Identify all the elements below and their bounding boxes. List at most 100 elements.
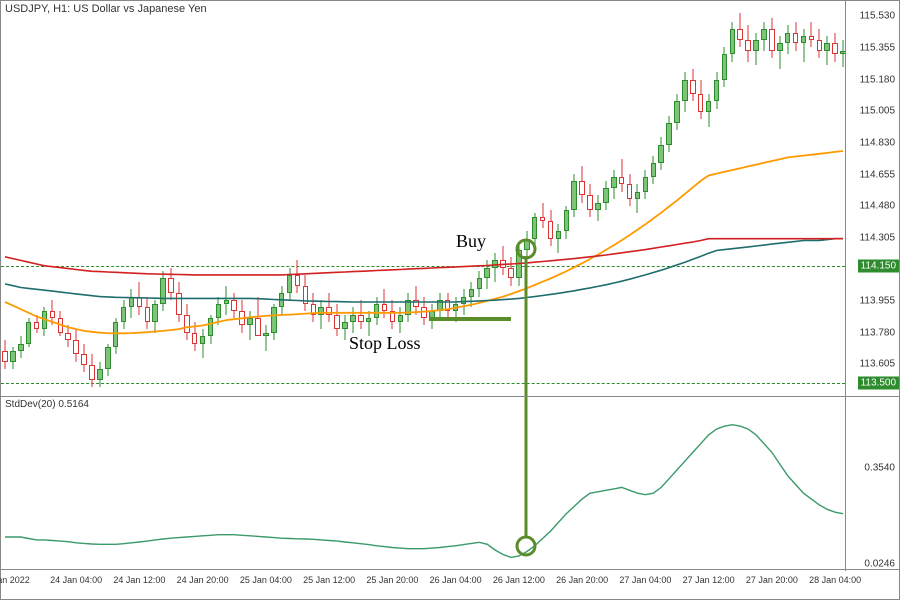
candle[interactable] <box>682 1 688 396</box>
candle[interactable] <box>2 1 8 396</box>
candle[interactable] <box>453 1 459 396</box>
candle[interactable] <box>216 1 222 396</box>
candle[interactable] <box>58 1 64 396</box>
candle[interactable] <box>571 1 577 396</box>
candle[interactable] <box>832 1 838 396</box>
candle[interactable] <box>184 1 190 396</box>
candle[interactable] <box>619 1 625 396</box>
candle[interactable] <box>208 1 214 396</box>
candle[interactable] <box>429 1 435 396</box>
candle[interactable] <box>334 1 340 396</box>
candle[interactable] <box>42 1 48 396</box>
candle[interactable] <box>793 1 799 396</box>
candle[interactable] <box>342 1 348 396</box>
candle[interactable] <box>10 1 16 396</box>
candle[interactable] <box>627 1 633 396</box>
candle[interactable] <box>255 1 261 396</box>
candle[interactable] <box>263 1 269 396</box>
candle[interactable] <box>730 1 736 396</box>
candle[interactable] <box>295 1 301 396</box>
candle[interactable] <box>824 1 830 396</box>
candle[interactable] <box>556 1 562 396</box>
candle[interactable] <box>137 1 143 396</box>
candle[interactable] <box>611 1 617 396</box>
candle[interactable] <box>785 1 791 396</box>
candle[interactable] <box>587 1 593 396</box>
candle[interactable] <box>777 1 783 396</box>
candle[interactable] <box>737 1 743 396</box>
candle[interactable] <box>152 1 158 396</box>
candle[interactable] <box>247 1 253 396</box>
candle[interactable] <box>801 1 807 396</box>
candle[interactable] <box>698 1 704 396</box>
candle[interactable] <box>192 1 198 396</box>
candle[interactable] <box>105 1 111 396</box>
candle[interactable] <box>706 1 712 396</box>
candle[interactable] <box>674 1 680 396</box>
candle[interactable] <box>231 1 237 396</box>
candle[interactable] <box>26 1 32 396</box>
candle[interactable] <box>651 1 657 396</box>
candle[interactable] <box>311 1 317 396</box>
candle[interactable] <box>532 1 538 396</box>
indicator-plot-area[interactable] <box>1 397 845 571</box>
candle[interactable] <box>635 1 641 396</box>
candle[interactable] <box>303 1 309 396</box>
candle[interactable] <box>666 1 672 396</box>
candle[interactable] <box>809 1 815 396</box>
candle[interactable] <box>65 1 71 396</box>
candle[interactable] <box>769 1 775 396</box>
candle[interactable] <box>239 1 245 396</box>
candle[interactable] <box>445 1 451 396</box>
candle[interactable] <box>477 1 483 396</box>
candle[interactable] <box>461 1 467 396</box>
candle[interactable] <box>690 1 696 396</box>
candle[interactable] <box>89 1 95 396</box>
candle[interactable] <box>492 1 498 396</box>
candle[interactable] <box>564 1 570 396</box>
candle[interactable] <box>73 1 79 396</box>
candle[interactable] <box>753 1 759 396</box>
candle[interactable] <box>516 1 522 396</box>
candle[interactable] <box>271 1 277 396</box>
candle[interactable] <box>643 1 649 396</box>
candle[interactable] <box>579 1 585 396</box>
candle[interactable] <box>34 1 40 396</box>
candle[interactable] <box>326 1 332 396</box>
candle[interactable] <box>508 1 514 396</box>
candle[interactable] <box>224 1 230 396</box>
candle[interactable] <box>318 1 324 396</box>
candle[interactable] <box>18 1 24 396</box>
candle[interactable] <box>129 1 135 396</box>
candle[interactable] <box>168 1 174 396</box>
candle[interactable] <box>658 1 664 396</box>
candle[interactable] <box>500 1 506 396</box>
candle[interactable] <box>97 1 103 396</box>
candle[interactable] <box>817 1 823 396</box>
candle[interactable] <box>160 1 166 396</box>
xtick: 26 Jan 04:00 <box>430 575 482 585</box>
candle[interactable] <box>524 1 530 396</box>
candle[interactable] <box>603 1 609 396</box>
candle[interactable] <box>484 1 490 396</box>
candle[interactable] <box>279 1 285 396</box>
candle[interactable] <box>745 1 751 396</box>
candle[interactable] <box>595 1 601 396</box>
candle[interactable] <box>145 1 151 396</box>
candle[interactable] <box>113 1 119 396</box>
candle[interactable] <box>50 1 56 396</box>
candle[interactable] <box>761 1 767 396</box>
candle[interactable] <box>722 1 728 396</box>
price-plot-area[interactable] <box>1 1 845 396</box>
candle[interactable] <box>540 1 546 396</box>
candle[interactable] <box>121 1 127 396</box>
candle[interactable] <box>421 1 427 396</box>
candle[interactable] <box>200 1 206 396</box>
candle[interactable] <box>714 1 720 396</box>
candle[interactable] <box>469 1 475 396</box>
candle[interactable] <box>176 1 182 396</box>
candle[interactable] <box>81 1 87 396</box>
candle[interactable] <box>437 1 443 396</box>
candle[interactable] <box>548 1 554 396</box>
candle[interactable] <box>287 1 293 396</box>
